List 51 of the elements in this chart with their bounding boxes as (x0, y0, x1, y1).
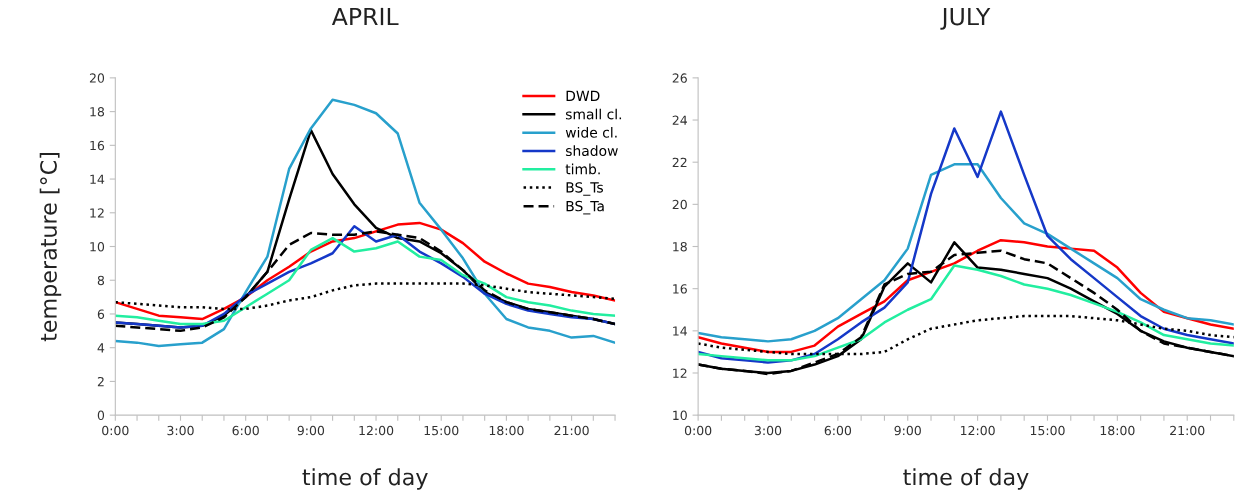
legend-label: BS_Ta (566, 200, 604, 215)
legend-label: small cl. (565, 108, 622, 120)
y-tick-label: 14 (673, 326, 687, 336)
y-tick-label: 14 (90, 174, 105, 184)
legend-label: BS_Ts (566, 182, 604, 196)
y-tick-label: 4 (97, 343, 105, 353)
legend-label: timb. (565, 163, 600, 175)
x-tick-label: 21:00 (554, 425, 589, 436)
y-tick-label: 20 (89, 73, 105, 83)
y-tick-label: 10 (673, 410, 687, 421)
x-axis-title: time of day (302, 468, 428, 490)
y-tick-label: 12 (90, 208, 104, 218)
y-tick-label: 8 (97, 275, 105, 286)
chart-title: JULY (940, 7, 991, 30)
x-tick-label: 15:00 (424, 425, 459, 436)
line-series (698, 110, 1234, 364)
x-tick-label: 18:00 (489, 425, 524, 436)
x-tick-label: 12:00 (960, 425, 995, 436)
x-tick-label: 15:00 (1030, 425, 1065, 436)
legend-label: shadow (565, 145, 618, 157)
x-tick-label: 9:00 (297, 425, 325, 436)
line-series (698, 264, 1234, 362)
legend-label: wide cl. (565, 126, 617, 138)
line-series (698, 163, 1234, 343)
chart-title: APRIL (331, 7, 399, 26)
y-tick-label: 0 (97, 410, 105, 421)
y-tick-label: 6 (97, 309, 105, 319)
x-tick-label: 3:00 (167, 425, 194, 436)
x-tick-label: 18:00 (1100, 425, 1135, 436)
y-tick-label: 10 (90, 241, 105, 252)
x-tick-label: 3:00 (754, 425, 782, 436)
y-tick-label: 12 (673, 368, 687, 378)
x-tick-label: 0:00 (684, 425, 712, 436)
x-tick-label: 6:00 (824, 425, 852, 436)
x-tick-label: 6:00 (232, 425, 259, 436)
x-tick-label: 21:00 (1170, 425, 1205, 436)
x-tick-label: 0:00 (102, 425, 129, 436)
y-axis-title: temperature [°C] (39, 153, 62, 342)
y-tick-label: 24 (672, 115, 687, 125)
y-tick-label: 18 (673, 241, 687, 252)
y-tick-label: 20 (672, 199, 687, 210)
y-tick-label: 2 (97, 376, 104, 387)
x-axis-title: time of day (903, 468, 1029, 490)
y-tick-label: 18 (90, 107, 105, 117)
x-tick-label: 9:00 (894, 425, 921, 436)
y-tick-label: 22 (672, 157, 687, 167)
legend-label: DWD (566, 90, 600, 101)
x-tick-label: 12:00 (359, 425, 394, 436)
y-tick-label: 16 (90, 140, 105, 151)
y-tick-label: 16 (673, 284, 687, 294)
y-tick-label: 26 (672, 73, 687, 83)
